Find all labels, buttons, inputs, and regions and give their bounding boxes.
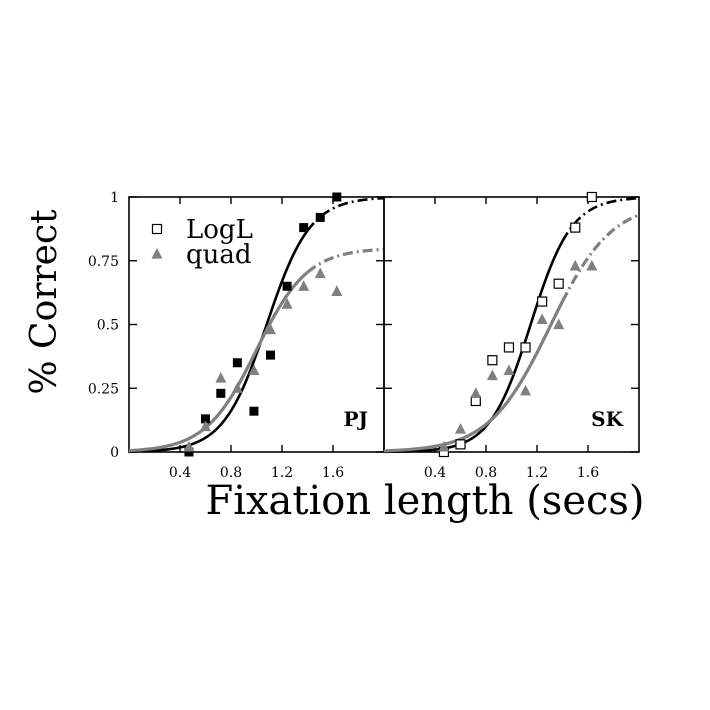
data-point-logl xyxy=(184,447,194,457)
data-point-quad xyxy=(486,369,498,381)
data-point-logl xyxy=(201,414,210,424)
data-point-quad xyxy=(536,313,548,325)
data-point-quad xyxy=(200,420,211,432)
data-point-logl xyxy=(282,281,292,291)
fit-curve-quad-extrapolated xyxy=(561,213,640,303)
data-point-quad xyxy=(215,372,227,383)
data-point-quad xyxy=(331,285,343,296)
data-point-quad xyxy=(503,364,515,376)
data-point-quad xyxy=(183,440,195,452)
data-point-logl xyxy=(299,223,309,233)
data-point-logl xyxy=(536,296,548,307)
x-tick-label: 0.4 xyxy=(424,465,446,481)
data-point-quad xyxy=(438,440,450,452)
x-tick-label: 0.8 xyxy=(220,465,242,481)
x-tick-label: 0.8 xyxy=(475,465,497,481)
fit-curve-logl xyxy=(128,229,309,453)
data-point-quad xyxy=(248,364,260,376)
data-point-logl xyxy=(553,278,564,289)
data-point-logl xyxy=(332,192,342,202)
data-point-logl xyxy=(315,212,325,222)
data-point-logl xyxy=(487,355,498,366)
x-tick-label: 1.2 xyxy=(271,465,293,481)
y-tick-label: 0.25 xyxy=(88,381,119,397)
legend-label-logl: LogL xyxy=(186,215,253,245)
panel-pj: 0.4 0.8 1.2 1.6 0 0.25 0.5 0.75 1 PJ xyxy=(88,190,385,481)
fit-curve-logl-extrapolated xyxy=(306,196,385,232)
data-point-quad xyxy=(298,280,310,291)
fit-curve-logl xyxy=(383,240,564,454)
data-point-logl xyxy=(232,358,242,368)
fit-curve-quad-extrapolated xyxy=(306,247,385,274)
data-point-quad xyxy=(586,259,598,271)
y-tick-label: 0.75 xyxy=(88,254,119,270)
data-point-quad xyxy=(553,318,565,330)
fit-curve-quad xyxy=(128,271,309,453)
data-point-logl xyxy=(520,342,531,353)
legend-label-quad: quad xyxy=(186,240,252,270)
y-axis-label: % Correct xyxy=(24,209,65,395)
data-point-logl xyxy=(586,191,597,203)
data-point-quad xyxy=(470,387,482,398)
data-point-logl xyxy=(216,388,226,398)
fit-curve-quad xyxy=(383,300,564,453)
data-point-quad xyxy=(520,384,532,396)
data-point-quad xyxy=(265,323,277,335)
legend-marker-logl xyxy=(151,223,163,235)
panel-label: PJ xyxy=(343,407,368,431)
panel-sk: 0.4 0.8 1.2 1.6 SK xyxy=(383,191,640,481)
legend-marker-quad xyxy=(151,247,163,259)
y-tick-label: 0 xyxy=(110,445,119,461)
data-point-logl xyxy=(503,342,515,353)
data-point-quad xyxy=(314,267,326,279)
x-tick-label: 1.6 xyxy=(577,465,599,481)
x-tick-label: 1.6 xyxy=(322,465,344,481)
data-point-logl xyxy=(266,350,276,360)
panel-label: SK xyxy=(591,407,623,431)
data-point-quad xyxy=(231,382,243,393)
x-tick-label: 0.4 xyxy=(169,465,191,481)
x-axis-label: Fixation length (secs) xyxy=(205,478,644,524)
x-tick-label: 1.2 xyxy=(526,465,548,481)
data-point-quad xyxy=(455,423,466,434)
y-tick-label: 1 xyxy=(110,190,119,206)
data-point-logl xyxy=(570,222,581,233)
data-point-logl xyxy=(249,406,259,416)
data-point-quad xyxy=(281,298,293,309)
data-point-quad xyxy=(569,259,581,271)
y-tick-label: 0.5 xyxy=(97,318,119,334)
data-point-logl xyxy=(455,439,466,450)
